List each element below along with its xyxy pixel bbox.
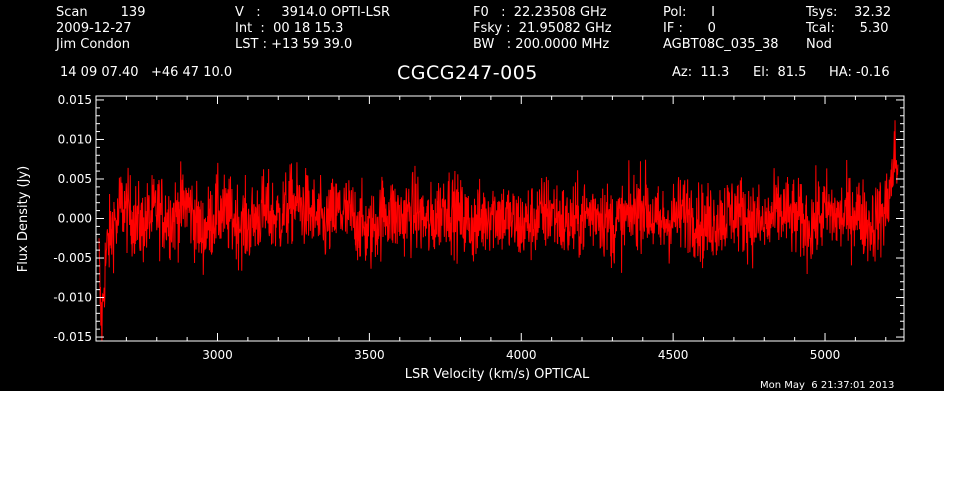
ha-label: HA: -0.16 bbox=[829, 65, 890, 80]
x-tick-label: 3000 bbox=[202, 348, 233, 362]
y-tick-label: 0.000 bbox=[58, 212, 92, 226]
spectrum-chart: 3000 3500 4000 4500 5000 -0.015 -0.010 -0.005 0.… bbox=[16, 93, 905, 382]
mode-label: Nod bbox=[806, 37, 832, 52]
plot-panel: Scan 139 2009-12-27 Jim Condon V : 3914.… bbox=[0, 0, 944, 391]
y-tick-label: -0.015 bbox=[53, 330, 92, 344]
tsys-label: Tsys: 32.32 bbox=[806, 5, 892, 20]
coords-label: 14 09 07.40 +46 47 10.0 bbox=[60, 65, 233, 80]
project-label: AGBT08C_035_38 bbox=[663, 37, 779, 52]
source-title: CGCG247-005 bbox=[397, 62, 538, 84]
el-label: El: 81.5 bbox=[753, 65, 807, 80]
y-tick-label: -0.010 bbox=[53, 291, 92, 305]
x-tick-label: 3500 bbox=[354, 348, 385, 362]
bw-label: BW : 200.0000 MHz bbox=[473, 37, 610, 52]
pol-label: Pol: I bbox=[663, 5, 715, 20]
y-tick-label: 0.015 bbox=[58, 93, 92, 107]
velocity-label: V : 3914.0 OPTI-LSR bbox=[235, 5, 391, 20]
plot-timestamp: Mon May 6 21:37:01 2013 bbox=[760, 380, 895, 391]
lst-label: LST : +13 59 39.0 bbox=[235, 37, 353, 52]
scan-label: Scan 139 bbox=[56, 5, 146, 20]
x-axis-label: LSR Velocity (km/s) OPTICAL bbox=[405, 367, 590, 382]
x-tick-label: 4500 bbox=[658, 348, 689, 362]
y-tick-label: 0.010 bbox=[58, 132, 92, 146]
az-label: Az: 11.3 bbox=[672, 65, 730, 80]
y-axis-label: Flux Density (Jy) bbox=[16, 166, 31, 272]
tcal-label: Tcal: 5.30 bbox=[806, 21, 889, 36]
date-label: 2009-12-27 bbox=[56, 21, 132, 36]
if-label: IF : 0 bbox=[663, 21, 716, 36]
observer-label: Jim Condon bbox=[56, 37, 130, 52]
int-time-label: Int : 00 18 15.3 bbox=[235, 21, 344, 36]
x-tick-label: 5000 bbox=[810, 348, 841, 362]
f0-label: F0 : 22.23508 GHz bbox=[473, 5, 607, 20]
fsky-label: Fsky : 21.95082 GHz bbox=[473, 21, 612, 36]
y-tick-label: -0.005 bbox=[53, 251, 92, 265]
y-tick-label: 0.005 bbox=[58, 172, 92, 186]
x-tick-label: 4000 bbox=[506, 348, 537, 362]
spectrum-series-line bbox=[98, 120, 899, 342]
